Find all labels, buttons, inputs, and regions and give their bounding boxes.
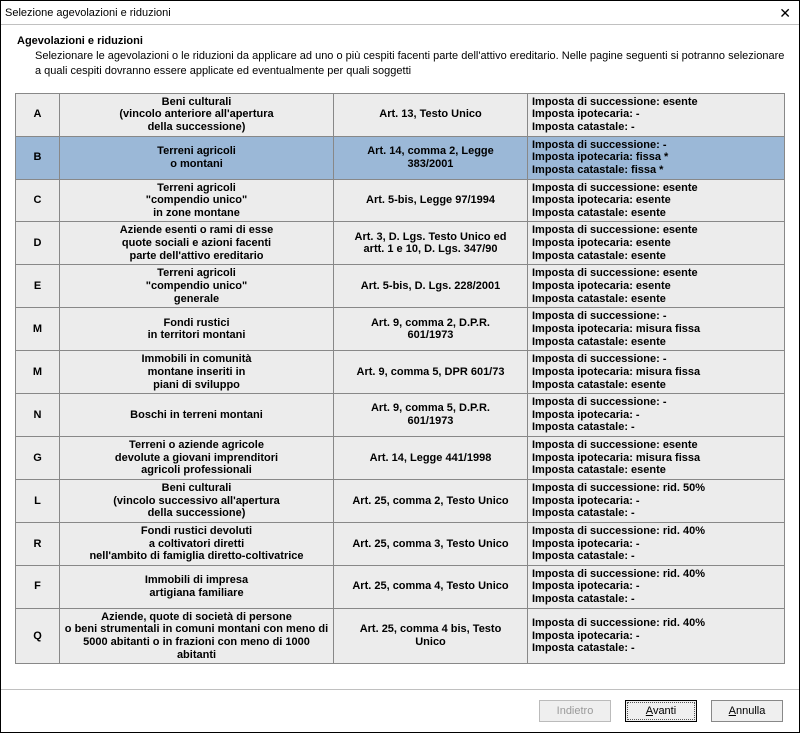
row-tax: Imposta di successione: rid. 40%Imposta … (528, 522, 785, 565)
back-button: Indietro (539, 700, 611, 722)
row-tax: Imposta di successione: esenteImposta ip… (528, 179, 785, 222)
row-reference: Art. 9, comma 5, DPR 601/73 (334, 351, 528, 394)
row-description: Beni culturali(vincolo anteriore all'ape… (60, 93, 334, 136)
window-title: Selezione agevolazioni e riduzioni (5, 7, 171, 19)
next-button[interactable]: Avanti (625, 700, 697, 722)
table-row[interactable]: ETerreni agricoli"compendio unico"genera… (16, 265, 785, 308)
row-description: Immobili in comunitàmontane inseriti inp… (60, 351, 334, 394)
table-row[interactable]: MImmobili in comunitàmontane inseriti in… (16, 351, 785, 394)
footer: Indietro Avanti Annulla (1, 689, 799, 732)
row-reference: Art. 14, comma 2, Legge383/2001 (334, 136, 528, 179)
row-reference: Art. 25, comma 4, Testo Unico (334, 565, 528, 608)
row-reference: Art. 5-bis, D. Lgs. 228/2001 (334, 265, 528, 308)
header: Agevolazioni e riduzioni Selezionare le … (1, 25, 799, 83)
header-description: Selezionare le agevolazioni o le riduzio… (17, 49, 787, 79)
row-tax: Imposta di successione: esenteImposta ip… (528, 222, 785, 265)
row-description: Beni culturali(vincolo successivo all'ap… (60, 479, 334, 522)
row-code: M (16, 308, 60, 351)
row-tax: Imposta di successione: -Imposta ipoteca… (528, 351, 785, 394)
row-tax: Imposta di successione: -Imposta ipoteca… (528, 136, 785, 179)
row-reference: Art. 5-bis, Legge 97/1994 (334, 179, 528, 222)
header-title: Agevolazioni e riduzioni (17, 35, 787, 47)
dialog-window: Selezione agevolazioni e riduzioni ✕ Age… (0, 0, 800, 733)
row-description: Fondi rusticiin territori montani (60, 308, 334, 351)
close-icon[interactable]: ✕ (777, 6, 793, 20)
options-table: ABeni culturali(vincolo anteriore all'ap… (15, 93, 785, 665)
row-reference: Art. 13, Testo Unico (334, 93, 528, 136)
table-row[interactable]: ABeni culturali(vincolo anteriore all'ap… (16, 93, 785, 136)
row-code: R (16, 522, 60, 565)
row-description: Aziende esenti o rami di essequote socia… (60, 222, 334, 265)
table-row[interactable]: FImmobili di impresaartigiana familiareA… (16, 565, 785, 608)
row-description: Terreni agricolio montani (60, 136, 334, 179)
row-code: G (16, 437, 60, 480)
row-code: B (16, 136, 60, 179)
table-row[interactable]: BTerreni agricolio montaniArt. 14, comma… (16, 136, 785, 179)
row-description: Terreni agricoli"compendio unico"general… (60, 265, 334, 308)
row-code: M (16, 351, 60, 394)
row-description: Immobili di impresaartigiana familiare (60, 565, 334, 608)
row-code: N (16, 394, 60, 437)
row-tax: Imposta di successione: esenteImposta ip… (528, 93, 785, 136)
row-code: D (16, 222, 60, 265)
row-tax: Imposta di successione: esenteImposta ip… (528, 265, 785, 308)
row-code: A (16, 93, 60, 136)
content-area: ABeni culturali(vincolo anteriore all'ap… (1, 83, 799, 689)
row-description: Terreni agricoli"compendio unico"in zone… (60, 179, 334, 222)
row-tax: Imposta di successione: -Imposta ipoteca… (528, 394, 785, 437)
row-code: C (16, 179, 60, 222)
row-reference: Art. 25, comma 3, Testo Unico (334, 522, 528, 565)
row-tax: Imposta di successione: rid. 50%Imposta … (528, 479, 785, 522)
row-reference: Art. 9, comma 5, D.P.R.601/1973 (334, 394, 528, 437)
table-row[interactable]: DAziende esenti o rami di essequote soci… (16, 222, 785, 265)
row-code: E (16, 265, 60, 308)
row-description: Aziende, quote di società di personeo be… (60, 608, 334, 664)
table-row[interactable]: GTerreni o aziende agricoledevolute a gi… (16, 437, 785, 480)
row-description: Terreni o aziende agricoledevolute a gio… (60, 437, 334, 480)
row-description: Fondi rustici devolutia coltivatori dire… (60, 522, 334, 565)
titlebar: Selezione agevolazioni e riduzioni ✕ (1, 1, 799, 25)
row-description: Boschi in terreni montani (60, 394, 334, 437)
table-row[interactable]: QAziende, quote di società di personeo b… (16, 608, 785, 664)
table-row[interactable]: NBoschi in terreni montaniArt. 9, comma … (16, 394, 785, 437)
row-reference: Art. 25, comma 4 bis, TestoUnico (334, 608, 528, 664)
row-code: Q (16, 608, 60, 664)
row-tax: Imposta di successione: esenteImposta ip… (528, 437, 785, 480)
table-row[interactable]: MFondi rusticiin territori montaniArt. 9… (16, 308, 785, 351)
table-row[interactable]: RFondi rustici devolutia coltivatori dir… (16, 522, 785, 565)
row-tax: Imposta di successione: rid. 40%Imposta … (528, 608, 785, 664)
row-code: F (16, 565, 60, 608)
row-reference: Art. 3, D. Lgs. Testo Unico edartt. 1 e … (334, 222, 528, 265)
row-reference: Art. 25, comma 2, Testo Unico (334, 479, 528, 522)
row-tax: Imposta di successione: -Imposta ipoteca… (528, 308, 785, 351)
cancel-button[interactable]: Annulla (711, 700, 783, 722)
table-row[interactable]: LBeni culturali(vincolo successivo all'a… (16, 479, 785, 522)
row-reference: Art. 14, Legge 441/1998 (334, 437, 528, 480)
table-row[interactable]: CTerreni agricoli"compendio unico"in zon… (16, 179, 785, 222)
row-code: L (16, 479, 60, 522)
row-reference: Art. 9, comma 2, D.P.R.601/1973 (334, 308, 528, 351)
row-tax: Imposta di successione: rid. 40%Imposta … (528, 565, 785, 608)
